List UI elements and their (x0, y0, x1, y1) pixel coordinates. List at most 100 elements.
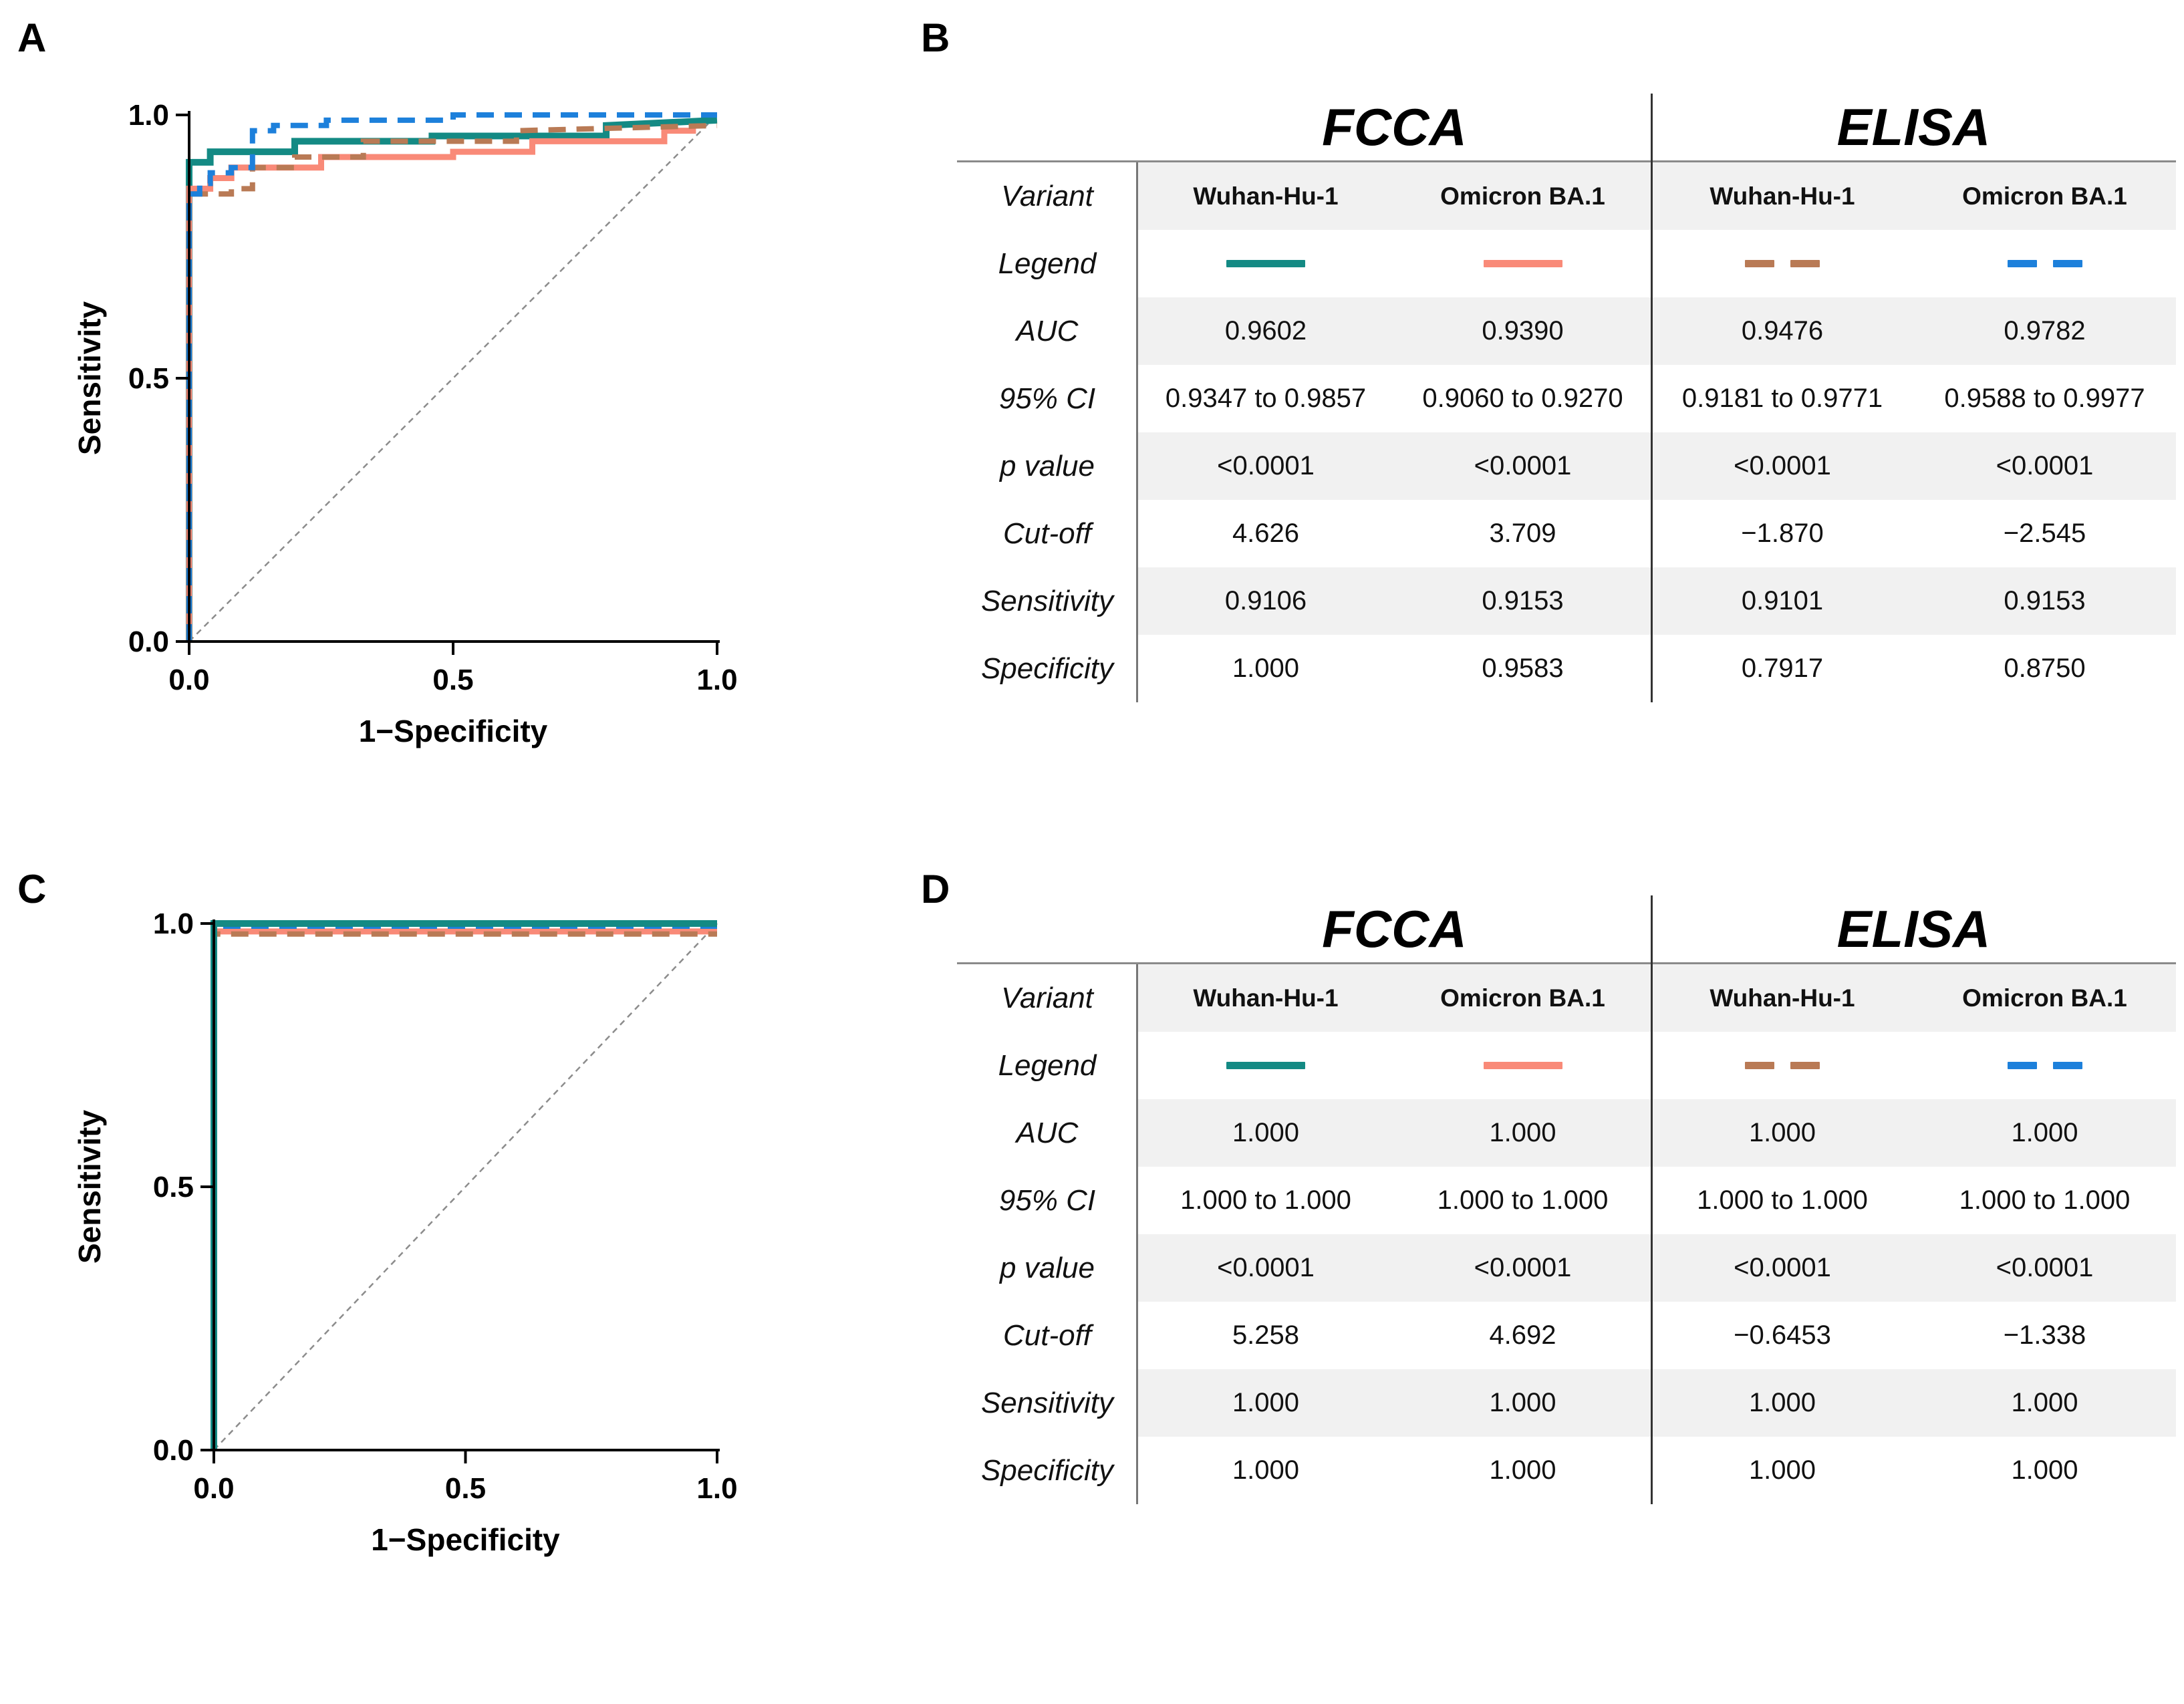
table-cell: 4.626 (1232, 519, 1300, 548)
table-cell: 1.000 to 1.000 (1697, 1185, 1868, 1215)
group-header-elisa: ELISA (1836, 899, 1991, 958)
column-header: Wuhan-Hu-1 (1137, 964, 1394, 1032)
table-top-rule (957, 160, 2176, 162)
table-row: p value <0.0001 <0.0001 <0.0001 <0.0001 (957, 1234, 2176, 1302)
x-tick-label: 1.0 (696, 664, 737, 696)
legend-swatch-elisa-omicron (1913, 1032, 2176, 1099)
table-cell: 1.000 (2011, 1455, 2078, 1485)
table-row: p value <0.0001 <0.0001 <0.0001 <0.0001 (957, 432, 2176, 500)
y-tick-label: 0.0 (128, 625, 169, 658)
table-cell: −2.545 (2003, 519, 2086, 548)
table-cell: 1.000 (1913, 1369, 2176, 1437)
column-header: Wuhan-Hu-1 (1137, 162, 1394, 230)
group-header-fcca: FCCA (1322, 899, 1467, 958)
table-cell: 0.9583 (1482, 654, 1564, 683)
row-label: p value (1000, 449, 1095, 482)
roc-series-elisa-wuhan-hu-1 (186, 122, 718, 642)
table-cell: −1.338 (2003, 1320, 2086, 1350)
table-cell: 1.000 (1489, 1455, 1556, 1485)
row-label: Cut-off (1002, 1318, 1092, 1352)
column-header: Omicron BA.1 (1394, 964, 1651, 1032)
table-header-row: Variant Wuhan-Hu-1 Omicron BA.1 Wuhan-Hu-1 O… (957, 162, 2176, 230)
table-cell: 0.7917 (1741, 654, 1824, 683)
x-tick-label: 0.0 (168, 664, 209, 696)
column-header: Omicron BA.1 (1913, 964, 2176, 1032)
table-cell: 0.9602 (1137, 297, 1394, 365)
table-row: 95% CI 0.9347 to 0.9857 0.9060 to 0.9270 0.… (957, 365, 2176, 432)
table-group-divider (1651, 94, 1653, 702)
column-header: Wuhan-Hu-1 (1651, 162, 1913, 230)
table-cell: 0.9390 (1394, 297, 1651, 365)
y-tick-label: 1.0 (128, 99, 169, 132)
row-label: p value (1000, 1251, 1095, 1284)
table-cell: <0.0001 (1137, 432, 1394, 500)
row-label: Sensitivity (980, 584, 1114, 617)
table-cell: 0.9153 (1394, 567, 1651, 635)
x-tick-label: 1.0 (696, 1472, 737, 1505)
table-legend-row: Legend (957, 1032, 2176, 1099)
table-cell: 5.258 (1232, 1320, 1300, 1350)
table-cell: 1.000 (1651, 1099, 1913, 1167)
column-header: Wuhan-Hu-1 (1651, 964, 1913, 1032)
x-axis-title: 1−Specificity (359, 714, 548, 748)
table-cell: 0.9101 (1651, 567, 1913, 635)
legend-swatch-elisa-wuhan (1651, 230, 1913, 297)
legend-swatch-fcca-wuhan (1137, 230, 1394, 297)
row-label: Legend (998, 247, 1097, 280)
legend-swatch-fcca-omicron (1394, 1032, 1651, 1099)
table-cell: 1.000 (1137, 1099, 1394, 1167)
table-cell: 0.9347 to 0.9857 (1165, 384, 1367, 413)
table-header-row: Variant Wuhan-Hu-1 Omicron BA.1 Wuhan-Hu-1 O… (957, 964, 2176, 1032)
roc-series-elisa-omicron-ba-1 (186, 112, 717, 642)
table-top-rule (957, 962, 2176, 964)
legend-swatch-fcca-omicron (1394, 230, 1651, 297)
x-tick-label: 0.0 (193, 1472, 234, 1505)
column-header: Omicron BA.1 (1913, 162, 2176, 230)
legend-swatch-fcca-wuhan (1137, 1032, 1394, 1099)
group-header-elisa: ELISA (1836, 98, 1991, 156)
table-row: Cut-off 5.258 4.692 −0.6453 −1.338 (957, 1302, 2176, 1369)
row-label: AUC (1016, 314, 1079, 347)
table-group-divider (1651, 895, 1653, 1504)
table-cell: <0.0001 (1913, 1234, 2176, 1302)
table-cell: 1.000 to 1.000 (1959, 1185, 2131, 1215)
table-cell: <0.0001 (1137, 1234, 1394, 1302)
y-tick-label: 0.0 (153, 1434, 194, 1467)
table-cell: 1.000 to 1.000 (1180, 1185, 1351, 1215)
table-cell: 0.9153 (1913, 567, 2176, 635)
roc-summary-table-d: FCCA ELISA Variant Wuhan-Hu-1 Omicron BA.1 Wu… (957, 895, 2176, 1504)
roc-chart-c: 0.0 0.0 0.5 0.5 1.0 1.0 1−Specificity Sensitivi… (72, 907, 738, 1557)
x-tick-label: 0.5 (445, 1472, 486, 1505)
legend-swatch-elisa-wuhan (1651, 1032, 1913, 1099)
table-cell: −0.6453 (1734, 1320, 1831, 1350)
row-label: Specificity (980, 652, 1114, 685)
y-tick-label: 0.5 (128, 362, 169, 395)
table-row: Specificity 1.000 1.000 1.000 1.000 (957, 1437, 2176, 1504)
roc-summary-table-b: FCCA ELISA Variant Wuhan-Hu-1 Omicron BA.1 Wu… (957, 94, 2176, 702)
panel-label-a: A (17, 15, 47, 60)
table-cell: <0.0001 (1651, 1234, 1913, 1302)
row-label: AUC (1016, 1116, 1079, 1149)
panel-label-b: B (921, 15, 950, 60)
table-row: Specificity 1.000 0.9583 0.7917 0.8750 (957, 635, 2176, 702)
table-cell: 3.709 (1489, 519, 1556, 548)
reference-diagonal-line (213, 923, 718, 1451)
row-label: Cut-off (1002, 517, 1092, 550)
table-cell: 1.000 (1394, 1099, 1651, 1167)
group-header-fcca: FCCA (1322, 98, 1467, 156)
table-legend-row: Legend (957, 230, 2176, 297)
table-row: Sensitivity 1.000 1.000 1.000 1.000 (957, 1369, 2176, 1437)
table-cell: <0.0001 (1913, 432, 2176, 500)
roc-series-fcca-wuhan-hu-1 (186, 116, 718, 642)
y-axis-title: Sensitivity (72, 301, 107, 456)
row-label: 95% CI (998, 1183, 1096, 1217)
table-cell: 0.9476 (1651, 297, 1913, 365)
x-axis-title: 1−Specificity (371, 1522, 560, 1557)
row-label: 95% CI (998, 382, 1096, 415)
table-cell: <0.0001 (1394, 1234, 1651, 1302)
row-label: Legend (998, 1048, 1097, 1082)
table-cell: 1.000 (1748, 1455, 1816, 1485)
roc-series-elisa-wuhan-hu-1 (211, 931, 717, 1450)
table-cell: 0.9782 (1913, 297, 2176, 365)
row-label: Variant (1001, 981, 1093, 1014)
